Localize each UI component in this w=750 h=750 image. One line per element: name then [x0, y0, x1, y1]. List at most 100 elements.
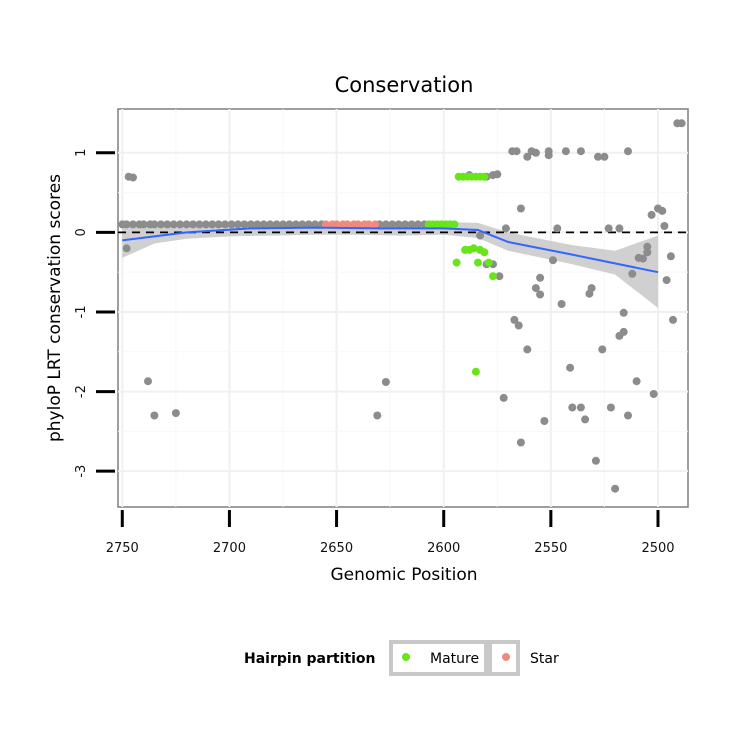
point-other	[514, 321, 523, 330]
point-other	[246, 220, 255, 229]
point-other	[544, 147, 553, 156]
point-other	[139, 220, 148, 229]
y-tick-label: -1	[74, 305, 89, 318]
point-mature	[484, 258, 493, 267]
point-other	[195, 220, 204, 229]
point-other	[649, 390, 658, 398]
smooth-line-layer	[122, 226, 659, 274]
point-other	[171, 409, 180, 418]
legend-key-mature	[402, 653, 410, 661]
y-tick-label: -2	[74, 385, 89, 398]
confidence-band-layer	[122, 222, 659, 308]
point-mature	[452, 258, 461, 267]
x-tick-label: 2750	[106, 541, 139, 556]
point-other	[619, 327, 628, 336]
point-other	[381, 220, 390, 229]
x-tick-label: 2500	[641, 541, 674, 556]
point-other	[176, 220, 185, 229]
point-other	[576, 403, 585, 412]
point-other	[516, 204, 525, 213]
y-tick-label: -3	[74, 465, 89, 478]
point-other	[189, 220, 197, 229]
point-other	[536, 290, 545, 299]
point-other	[531, 284, 540, 293]
legend-title: Hairpin partition	[244, 651, 375, 667]
point-other	[122, 244, 131, 253]
point-other	[285, 220, 294, 229]
point-star	[364, 220, 373, 229]
point-mature	[480, 248, 489, 257]
point-other	[510, 315, 519, 324]
point-other	[304, 220, 313, 229]
point-other	[624, 147, 632, 156]
point-other	[632, 377, 641, 386]
point-other	[499, 393, 508, 402]
point-other	[604, 224, 613, 233]
point-other	[615, 224, 624, 233]
point-other	[585, 289, 594, 298]
confidence-band	[122, 222, 659, 308]
y-tick-label: 0	[74, 228, 89, 236]
point-other	[591, 456, 600, 465]
point-star	[332, 220, 341, 229]
point-other	[639, 254, 647, 263]
plot-panel	[117, 108, 689, 508]
legend-key-mature-box	[389, 640, 488, 676]
point-other	[523, 345, 532, 354]
point-other	[476, 231, 485, 240]
point-other	[298, 220, 307, 229]
point-other	[129, 220, 137, 229]
x-tick-label: 2600	[427, 541, 460, 556]
point-other	[512, 147, 521, 156]
y-tick-label: 1	[74, 149, 89, 157]
legend-label-mature: Mature	[430, 651, 479, 667]
point-other	[660, 222, 669, 230]
point-other	[259, 220, 268, 229]
point-other	[624, 411, 632, 420]
point-other	[373, 411, 382, 420]
point-other	[647, 210, 656, 219]
point-other	[129, 173, 137, 182]
point-other	[536, 273, 545, 282]
point-other	[568, 403, 577, 412]
legend-key-star	[502, 653, 510, 661]
point-other	[677, 119, 686, 128]
point-other	[576, 147, 585, 156]
point-mature	[480, 172, 489, 181]
point-other	[401, 220, 410, 229]
y-axis: 1 0 -1 -2 -3	[74, 149, 115, 478]
point-other	[150, 220, 159, 229]
point-other	[516, 438, 525, 447]
point-other	[144, 377, 152, 386]
point-other	[291, 220, 300, 229]
point-other	[253, 220, 262, 229]
legend: Hairpin partition Mature Star	[244, 640, 559, 676]
point-star	[371, 220, 380, 229]
point-other	[394, 220, 403, 229]
point-star	[343, 220, 352, 229]
smooth-line	[122, 226, 659, 274]
chart-title: Conservation	[335, 73, 474, 97]
legend-label-star: Star	[530, 651, 559, 667]
point-mature	[489, 272, 497, 281]
point-other	[381, 378, 390, 386]
point-other	[581, 415, 590, 424]
point-other	[549, 256, 557, 265]
x-axis-label: Genomic Position	[330, 565, 477, 585]
x-tick-label: 2700	[213, 541, 246, 556]
point-other	[606, 403, 615, 412]
point-other	[182, 220, 191, 229]
point-star	[321, 220, 330, 229]
point-other	[531, 148, 540, 157]
point-other	[221, 220, 230, 229]
point-other	[557, 300, 566, 308]
point-other	[208, 220, 217, 229]
point-other	[156, 220, 165, 229]
point-other	[214, 220, 223, 229]
point-star	[354, 220, 362, 229]
point-other	[566, 363, 575, 372]
point-other	[272, 220, 281, 229]
point-other	[388, 220, 397, 229]
point-other	[414, 220, 422, 229]
